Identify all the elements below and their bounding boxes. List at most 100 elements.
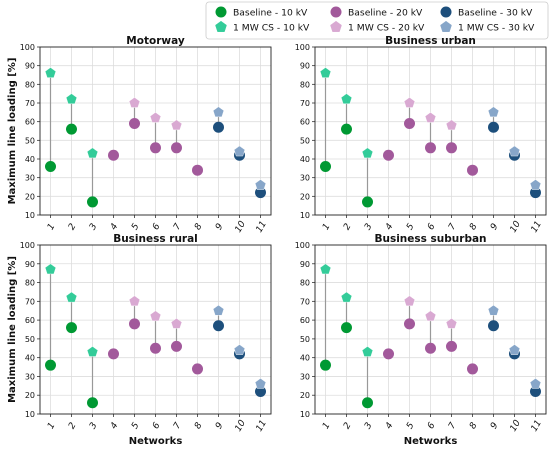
x-tick-label: 10	[234, 418, 249, 433]
y-tick-label: 10	[300, 211, 310, 220]
y-tick-label: 60	[300, 316, 310, 325]
data-point-circle	[108, 348, 119, 360]
y-tick-label: 10	[25, 410, 35, 419]
y-tick-label: 100	[20, 43, 35, 52]
y-tick-label: 20	[25, 192, 35, 201]
x-tick-label: 3	[363, 421, 375, 431]
data-point-pentagon	[233, 344, 246, 355]
legend-entry: 1 MW CS - 10 kV	[215, 20, 310, 34]
data-point-pentagon	[340, 291, 353, 303]
x-tick-label: 1	[46, 421, 58, 431]
y-tick-label: 50	[300, 136, 310, 145]
legend-label: Baseline - 10 kV	[233, 8, 308, 19]
y-tick-label: 100	[295, 43, 310, 52]
data-point-pentagon	[254, 179, 267, 190]
data-point-circle	[467, 363, 478, 375]
data-point-pentagon	[403, 295, 416, 307]
x-tick-label: 2	[342, 222, 354, 232]
data-point-circle	[341, 123, 352, 135]
data-point-circle	[425, 142, 436, 154]
y-tick-label: 40	[300, 354, 310, 363]
legend-marker-pentagon	[440, 20, 452, 32]
data-point-pentagon	[170, 119, 183, 131]
data-point-circle	[45, 359, 56, 371]
data-point-pentagon	[361, 346, 374, 357]
y-tick-label: 20	[300, 391, 310, 400]
data-point-circle	[341, 322, 352, 334]
data-point-pentagon	[424, 112, 437, 123]
y-tick-label: 70	[25, 99, 35, 108]
data-point-circle	[362, 196, 373, 208]
data-point-circle	[446, 340, 457, 352]
y-tick-label: 60	[300, 118, 310, 127]
x-tick-label: 8	[468, 421, 480, 431]
y-tick-label: 40	[300, 155, 310, 164]
x-axis-label: Networks	[129, 436, 183, 447]
data-point-pentagon	[212, 304, 225, 316]
x-tick-label: 6	[426, 421, 438, 431]
x-tick-label: 1	[321, 421, 333, 431]
data-point-pentagon	[128, 295, 141, 307]
data-point-circle	[488, 320, 499, 332]
x-tick-label: 2	[342, 421, 354, 431]
x-tick-label: 4	[384, 222, 396, 232]
y-tick-label: 60	[25, 118, 35, 127]
y-tick-label: 40	[25, 155, 35, 164]
y-tick-label: 80	[25, 279, 35, 288]
x-tick-label: 4	[384, 421, 396, 431]
data-point-circle	[213, 320, 224, 332]
legend-label: 1 MW CS - 20 kV	[348, 23, 425, 34]
data-point-circle	[383, 348, 394, 360]
data-point-circle	[87, 196, 98, 208]
x-tick-label: 2	[67, 222, 79, 232]
legend-label: 1 MW CS - 30 kV	[458, 23, 535, 34]
plot-frame	[314, 46, 547, 216]
legend: Baseline - 10 kV 1 MW CS - 10 kV Baseline …	[205, 1, 549, 40]
x-tick-label: 7	[447, 421, 459, 431]
data-point-pentagon	[487, 304, 500, 316]
data-point-pentagon	[340, 93, 353, 105]
x-tick-label: 10	[509, 219, 524, 234]
x-tick-label: 8	[468, 222, 480, 232]
y-tick-label: 20	[300, 192, 310, 201]
x-tick-label: 4	[109, 222, 121, 232]
data-point-circle	[255, 385, 266, 397]
data-point-pentagon	[487, 106, 500, 118]
data-point-pentagon	[65, 291, 78, 303]
x-tick-label: 5	[405, 222, 417, 232]
legend-label: 1 MW CS - 10 kV	[233, 23, 310, 34]
data-point-pentagon	[529, 179, 542, 190]
x-tick-label: 4	[109, 421, 121, 431]
chart-panel: 10 20 30 40 50 60 70 80 90 100 1 2 3 4 5 6 7 8 9 10 11 Busine…	[295, 233, 547, 447]
legend-marker-circle	[330, 6, 342, 18]
x-tick-label: 11	[530, 419, 544, 434]
legend-marker-pentagon	[330, 20, 342, 32]
data-point-pentagon	[508, 344, 521, 355]
data-point-circle	[320, 359, 331, 371]
legend-box	[205, 1, 549, 40]
data-point-pentagon	[86, 346, 99, 357]
x-tick-label: 7	[172, 222, 184, 232]
data-point-circle	[320, 160, 331, 172]
data-point-pentagon	[44, 67, 57, 78]
data-point-circle	[362, 397, 373, 409]
data-point-circle	[45, 160, 56, 172]
x-tick-label: 3	[88, 222, 100, 232]
y-tick-label: 40	[25, 354, 35, 363]
y-tick-label: 70	[25, 297, 35, 306]
y-tick-label: 80	[300, 279, 310, 288]
legend-entry: Baseline - 20 kV	[330, 6, 423, 19]
data-point-pentagon	[403, 97, 416, 108]
y-tick-label: 50	[300, 335, 310, 344]
x-tick-label: 6	[426, 222, 438, 232]
data-point-pentagon	[149, 310, 162, 322]
x-tick-label: 6	[151, 421, 163, 431]
x-tick-label: 5	[130, 421, 142, 431]
y-tick-label: 90	[25, 62, 35, 71]
data-point-pentagon	[319, 67, 332, 78]
data-point-circle	[404, 318, 415, 330]
data-point-circle	[467, 164, 478, 176]
panel-title: Business urban	[385, 35, 476, 47]
x-tick-label: 10	[234, 219, 249, 234]
